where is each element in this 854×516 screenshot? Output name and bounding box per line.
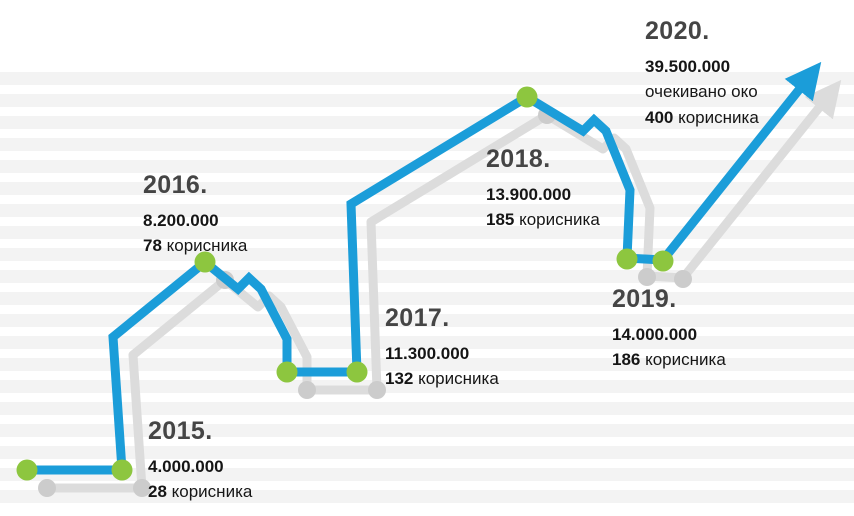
amount-text: 4.000.000	[148, 456, 224, 476]
label-2017: 2017. 11.300.000 132 корисника	[385, 300, 499, 392]
data-point-2015-start	[16, 459, 38, 481]
shadow-dot	[38, 479, 56, 497]
users-text: 400 корисника	[645, 107, 759, 127]
amount-text: 13.900.000	[486, 184, 572, 204]
amount-text: 39.500.000	[645, 56, 731, 76]
year-text: 2019.	[612, 285, 677, 313]
amount-text: 11.300.000	[385, 343, 470, 363]
shadow-dot	[638, 268, 656, 286]
label-2015: 2015. 4.000.000 28 корисника	[148, 413, 252, 505]
data-point-2017	[346, 361, 368, 383]
year-text: 2017.	[385, 304, 450, 332]
users-text: 78 корисника	[143, 236, 248, 255]
label-2016: 2016. 8.200.000 78 корисника	[143, 167, 247, 259]
data-point-2016	[194, 251, 216, 273]
users-text: 185 корисника	[486, 210, 600, 229]
users-text: 186 корисника	[612, 350, 726, 369]
label-2018: 2018. 13.900.000 185 корисника	[486, 141, 600, 233]
label-2019: 2019. 14.000.000 186 корисника	[612, 281, 726, 373]
year-text: 2020.	[645, 17, 710, 45]
shadow-dot	[298, 381, 316, 399]
note-text: очекивано око	[645, 82, 758, 101]
year-text: 2015.	[148, 417, 213, 445]
label-2020: 2020. 39.500.000 очекивано око 400 корис…	[645, 13, 759, 130]
data-point-2019	[652, 250, 674, 272]
shadow-dot	[674, 270, 692, 288]
data-point-2019-start	[616, 248, 638, 270]
year-text: 2016.	[143, 171, 208, 199]
data-point-2018	[516, 86, 538, 108]
users-text: 132 корисника	[385, 369, 499, 388]
data-point-2015	[111, 459, 133, 481]
amount-text: 14.000.000	[612, 324, 698, 344]
shadow-dot	[368, 381, 386, 399]
users-text: 28 корисника	[148, 482, 253, 501]
data-point-2017-start	[276, 361, 298, 383]
shadow-dot	[133, 479, 151, 497]
year-text: 2018.	[486, 145, 551, 173]
growth-line	[16, 61, 822, 481]
amount-text: 8.200.000	[143, 210, 219, 230]
